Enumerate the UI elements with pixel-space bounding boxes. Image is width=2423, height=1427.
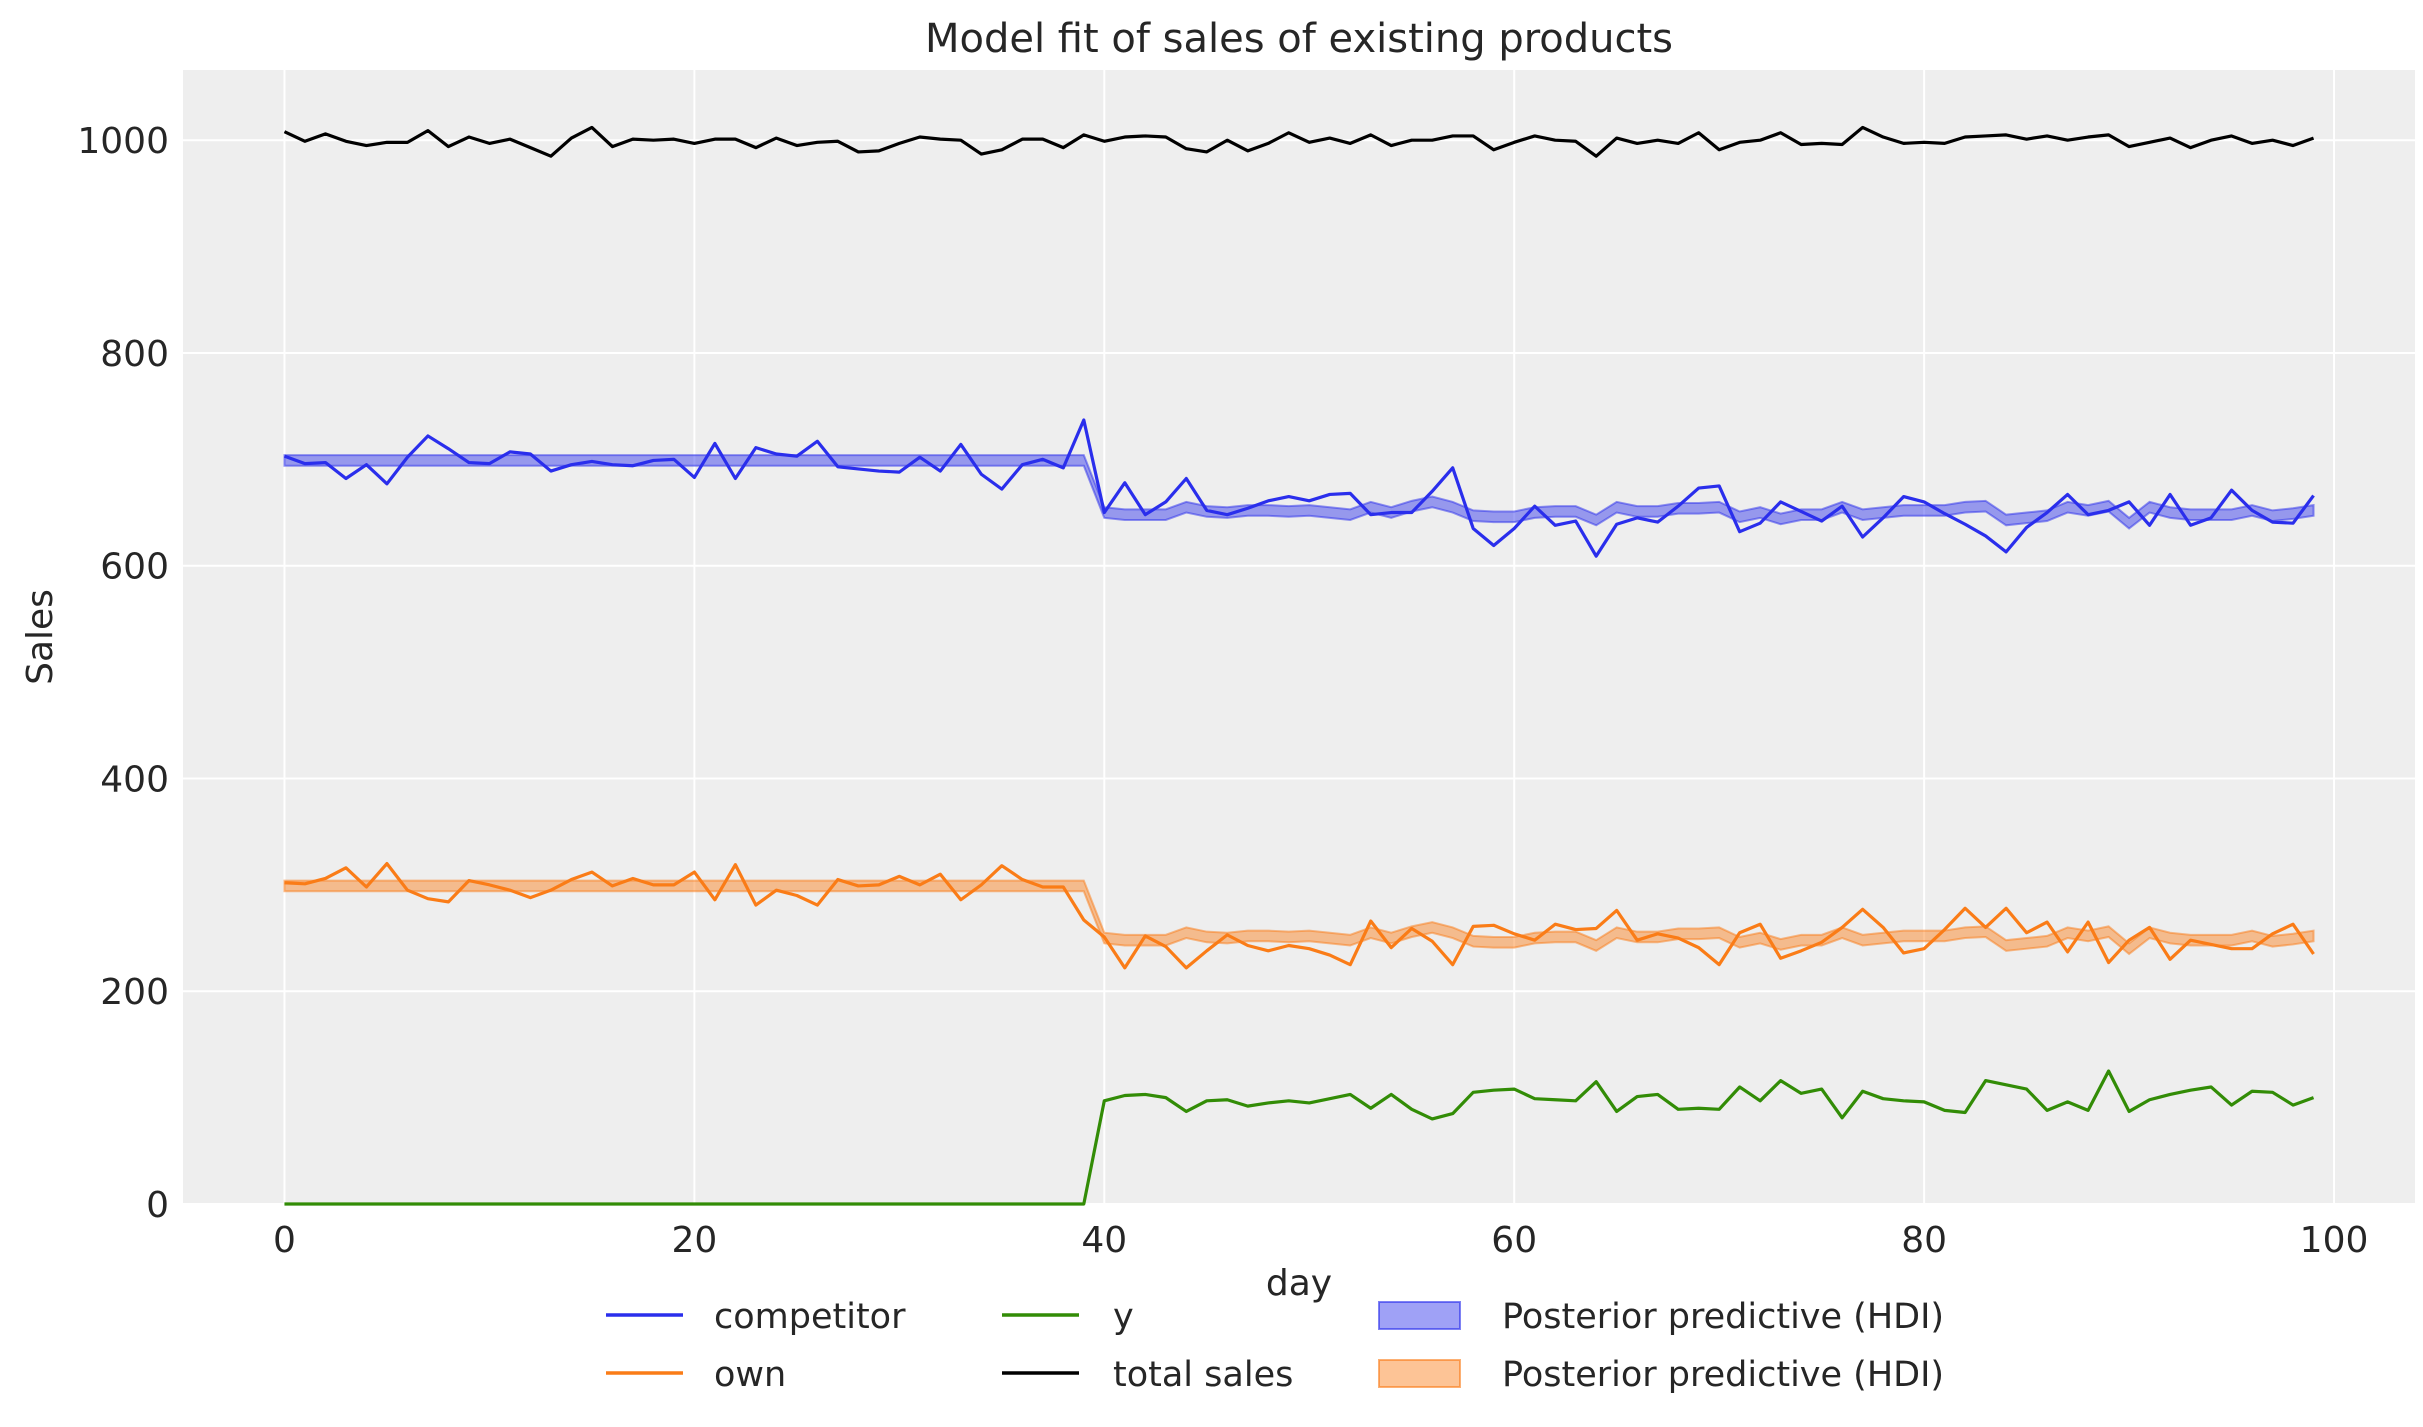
chart-title: Model fit of sales of existing products — [925, 16, 1673, 62]
x-tick-label: 60 — [1491, 1220, 1537, 1261]
y-tick-label: 800 — [100, 334, 169, 375]
x-tick-label: 40 — [1081, 1220, 1127, 1261]
hdi-band-1 — [283, 879, 2315, 956]
legend-swatch-hdi-competitor — [1378, 1301, 1461, 1330]
series-line-own — [284, 861, 2315, 970]
y-tick-label: 0 — [146, 1185, 169, 1226]
x-tick-label: 0 — [273, 1220, 296, 1261]
series-line-y — [284, 1069, 2315, 1206]
series-line-competitor — [283, 418, 2315, 558]
x-tick-label: 20 — [671, 1220, 717, 1261]
legend-label-own: own — [714, 1355, 786, 1395]
legend-label-y: y — [1113, 1297, 1134, 1337]
legend-label-total-sales: total sales — [1113, 1355, 1293, 1395]
legend-swatch-hdi-own — [1378, 1359, 1461, 1388]
y-tick-label: 400 — [100, 759, 169, 800]
series-line-total-sales — [283, 125, 2315, 158]
plot-background — [183, 70, 2415, 1204]
y-tick-label: 1000 — [77, 121, 169, 162]
y-tick-label: 600 — [100, 547, 169, 588]
y-axis-label: Sales — [20, 589, 61, 685]
series-lines — [283, 125, 2315, 1206]
legend: competitor own y total sales Posterior p… — [606, 1297, 1944, 1395]
legend-label-hdi-competitor: Posterior predictive (HDI) — [1502, 1297, 1944, 1337]
legend-label-hdi-own: Posterior predictive (HDI) — [1502, 1355, 1944, 1395]
y-tick-label: 200 — [100, 972, 169, 1013]
x-tick-label: 100 — [2300, 1220, 2369, 1261]
legend-label-competitor: competitor — [714, 1297, 906, 1337]
x-axis-label: day — [1266, 1263, 1332, 1304]
x-tick-label: 80 — [1901, 1220, 1947, 1261]
